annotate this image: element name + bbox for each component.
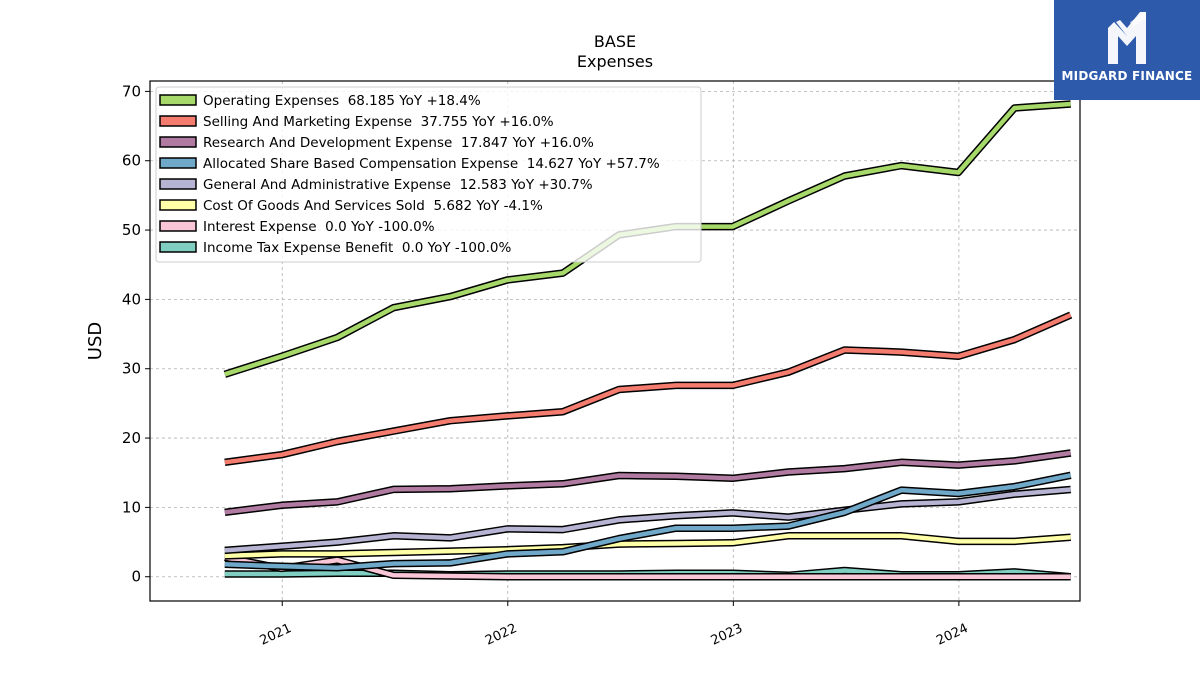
y-tick-label: 10 [122, 498, 141, 516]
brand-logo: MIDGARD FINANCE [1054, 0, 1200, 100]
y-tick-label: 30 [122, 360, 141, 378]
legend-item: Research And Development Expense 17.847 … [159, 135, 594, 151]
series-line [224, 473, 1072, 570]
series-research-and-development-expense [224, 449, 1072, 517]
legend-label: Cost Of Goods And Services Sold 5.682 Yo… [203, 198, 543, 214]
legend-item: Cost Of Goods And Services Sold 5.682 Yo… [159, 198, 543, 214]
legend-swatch [159, 178, 197, 190]
x-tick-label: 2024 [934, 621, 970, 649]
chart-title: BASE [594, 32, 636, 51]
x-tick-label: 2022 [483, 621, 519, 649]
legend-item: Income Tax Expense Benefit 0.0 YoY -100.… [159, 240, 511, 256]
legend-swatch [159, 94, 197, 106]
legend: Operating Expenses 68.185 YoY +18.4% Sell… [155, 86, 702, 263]
legend-label: Selling And Marketing Expense 37.755 YoY… [203, 114, 554, 130]
series-cost-of-goods-and-services-sold [224, 532, 1071, 560]
y-tick-label: 70 [122, 82, 141, 100]
y-tick-label: 60 [122, 152, 141, 170]
legend-box [155, 86, 702, 263]
x-tick-label: 2021 [258, 621, 294, 649]
legend-label: Interest Expense 0.0 YoY -100.0% [203, 219, 435, 235]
legend-swatch [159, 136, 197, 148]
x-axis: 2021 2022 2023 2024 [258, 601, 971, 649]
legend-item: Interest Expense 0.0 YoY -100.0% [159, 219, 435, 235]
y-tick-label: 40 [122, 290, 141, 308]
series-line [224, 533, 1071, 559]
legend-swatch [159, 241, 197, 253]
series-allocated-share-based-compensation-expense [224, 471, 1072, 572]
y-tick-label: 0 [131, 568, 141, 586]
legend-swatch [159, 220, 197, 232]
legend-item: Operating Expenses 68.185 YoY +18.4% [159, 93, 481, 109]
legend-swatch [159, 199, 197, 211]
series-selling-and-marketing-expense [224, 311, 1073, 467]
series-line [224, 312, 1072, 465]
legend-swatch [159, 115, 197, 127]
plot-frame [149, 80, 1081, 602]
legend-item: Selling And Marketing Expense 37.755 YoY… [159, 114, 554, 130]
series-general-and-administrative-expense [224, 485, 1072, 555]
legend-item: Allocated Share Based Compensation Expen… [159, 156, 660, 172]
series-line [224, 450, 1072, 515]
y-axis-label: USD [85, 322, 106, 360]
legend-swatch [159, 157, 197, 169]
brand-mark-icon [1108, 12, 1146, 64]
legend-item: General And Administrative Expense 12.58… [159, 177, 593, 193]
legend-label: General And Administrative Expense 12.58… [203, 177, 593, 193]
y-axis: 0 10 20 30 40 50 60 70 [122, 82, 150, 586]
legend-label: Research And Development Expense 17.847 … [203, 135, 594, 151]
x-tick-label: 2023 [709, 621, 745, 649]
series-layer [223, 100, 1073, 581]
legend-label: Income Tax Expense Benefit 0.0 YoY -100.… [203, 240, 511, 256]
brand-name: MIDGARD FINANCE [1061, 69, 1193, 83]
series-line [224, 487, 1071, 553]
y-tick-label: 20 [122, 429, 141, 447]
y-tick-label: 50 [122, 221, 141, 239]
legend-label: Allocated Share Based Compensation Expen… [203, 156, 660, 172]
chart-subtitle: Expenses [577, 52, 653, 71]
legend-label: Operating Expenses 68.185 YoY +18.4% [203, 93, 481, 109]
